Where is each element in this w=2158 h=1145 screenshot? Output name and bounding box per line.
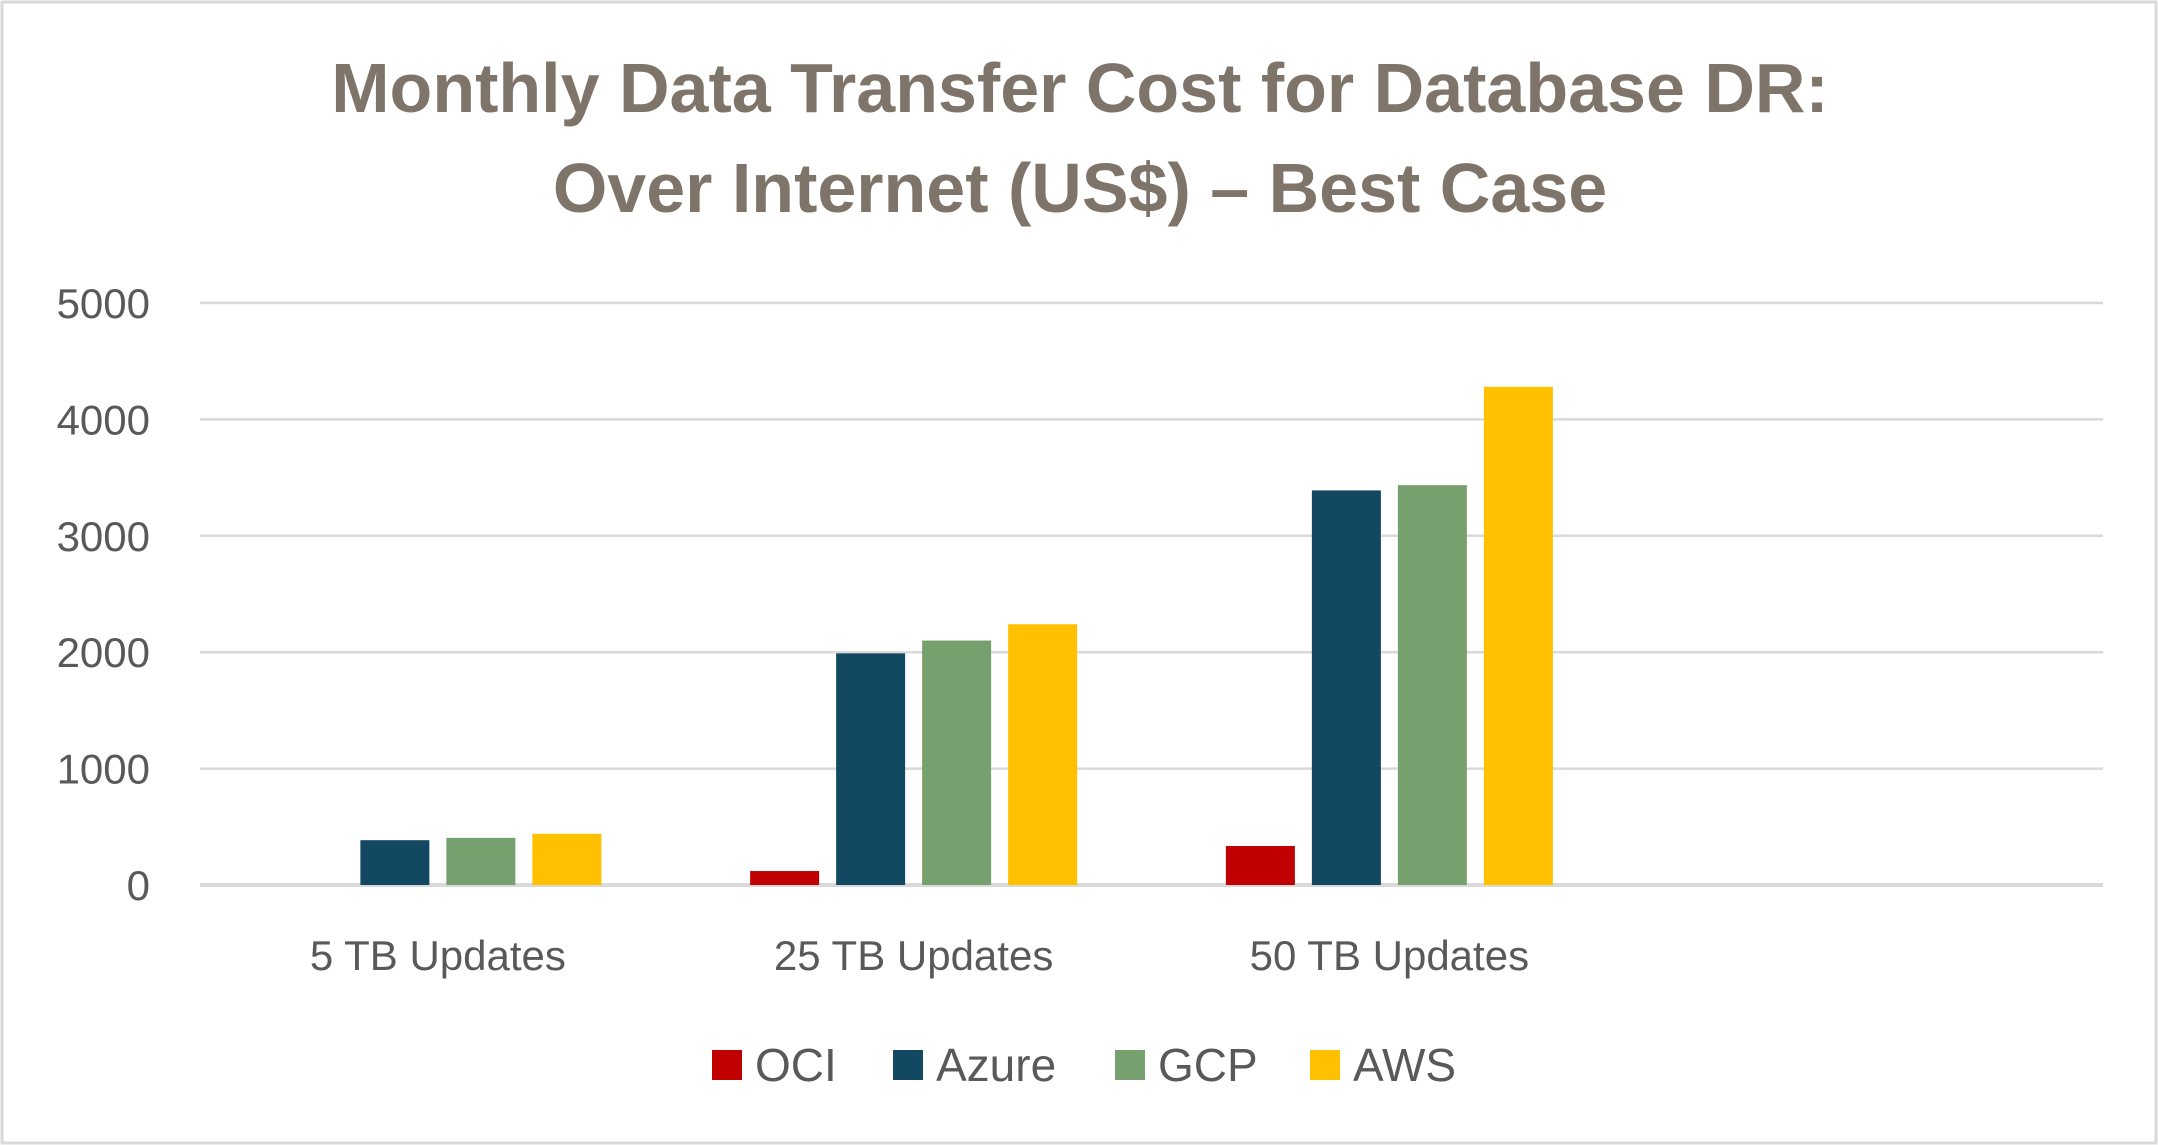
bar-aws	[532, 833, 602, 885]
chart-title-line2: Over Internet (US$) – Best Case	[553, 149, 1607, 227]
x-tick-label: 50 TB Updates	[1250, 932, 1529, 979]
x-tick-label: 25 TB Updates	[774, 932, 1053, 979]
bar-gcp	[446, 837, 516, 885]
legend-swatch-oci	[712, 1050, 742, 1080]
legend-label: OCI	[755, 1039, 837, 1091]
bar-gcp	[922, 640, 992, 885]
y-tick-label: 5000	[57, 280, 150, 327]
bar-gcp	[1397, 485, 1467, 885]
bar-aws	[1483, 386, 1553, 885]
bar-azure	[360, 840, 430, 885]
legend-swatch-aws	[1310, 1050, 1340, 1080]
y-tick-label: 3000	[57, 513, 150, 560]
bar-oci	[1225, 846, 1295, 885]
legend-label: Azure	[936, 1039, 1056, 1091]
y-tick-label: 2000	[57, 629, 150, 676]
bar-oci	[750, 871, 820, 885]
bar-aws	[1008, 624, 1078, 885]
y-tick-label: 1000	[57, 746, 150, 793]
legend-swatch-azure	[893, 1050, 923, 1080]
y-tick-label: 4000	[57, 396, 150, 443]
legend-label: GCP	[1158, 1039, 1258, 1091]
chart-title: Monthly Data Transfer Cost for Database …	[331, 49, 1828, 127]
bar-azure	[1311, 490, 1381, 885]
x-tick-label: 5 TB Updates	[310, 932, 566, 979]
y-tick-label: 0	[127, 862, 150, 909]
bar-azure	[836, 653, 906, 885]
legend-label: AWS	[1353, 1039, 1456, 1091]
legend-swatch-gcp	[1115, 1050, 1145, 1080]
